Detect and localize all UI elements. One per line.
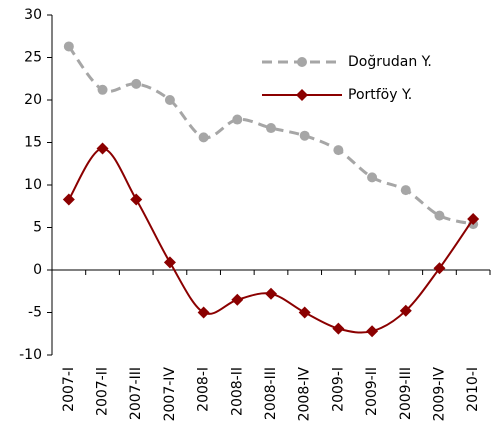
point [333,145,344,156]
x-tick-label: 2007-I [61,367,77,412]
y-tick-label: 5 [33,220,42,236]
y-tick-label: 0 [33,262,42,278]
point [131,78,142,89]
point [97,84,108,95]
point [231,293,244,306]
y-tick-label: -10 [19,347,42,363]
point [433,262,446,275]
y-tick-label: 10 [24,177,42,193]
point [96,142,109,155]
x-tick-label: 2008-I [196,367,212,412]
point [130,193,143,206]
x-tick-label: 2008-IV [297,367,313,422]
point [198,132,209,143]
x-tick-label: 2009-II [364,367,380,416]
point [265,287,277,300]
point [197,306,210,319]
x-tick-label: 2008-II [229,367,245,416]
point [332,322,345,335]
point [62,193,75,206]
legend-marker [297,57,307,67]
x-tick-label: 2007-III [128,367,144,420]
x-tick-label: 2009-I [330,367,346,412]
point [232,114,243,125]
x-tick-label: 2010-I [465,367,481,412]
point [298,306,311,319]
legend-marker [296,89,308,101]
legend-label: Portföy Y. [348,87,412,103]
y-tick-label: 30 [24,7,42,23]
y-tick-label: 15 [24,135,42,151]
x-tick-label: 2007-IV [162,367,178,422]
point [266,123,276,134]
point [434,210,445,221]
point [467,213,480,225]
point [399,304,412,317]
point [63,41,74,52]
x-tick-label: 2008-III [263,367,279,420]
legend-label: Doğrudan Y. [348,54,432,70]
y-tick-label: 20 [24,92,42,108]
x-tick-label: 2009-III [398,367,414,420]
point [367,172,378,183]
point [366,325,379,338]
point [400,185,411,196]
y-tick-label: -5 [28,305,42,321]
series-line [67,147,474,334]
point [299,130,310,141]
x-tick-label: 2007-II [95,367,111,416]
x-tick-label: 2009-IV [431,367,447,422]
point [164,95,175,105]
series-line [67,45,474,226]
point [163,256,176,269]
y-tick-label: 25 [24,50,42,66]
